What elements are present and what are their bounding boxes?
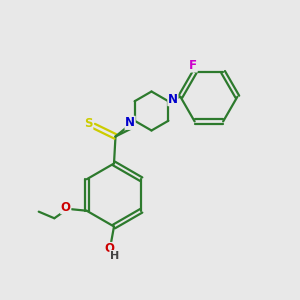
Text: H: H xyxy=(110,250,119,261)
Text: N: N xyxy=(125,116,135,129)
Text: N: N xyxy=(168,93,178,106)
Text: S: S xyxy=(84,116,93,130)
Text: O: O xyxy=(104,242,115,256)
Text: O: O xyxy=(61,201,71,214)
Text: F: F xyxy=(189,59,197,72)
